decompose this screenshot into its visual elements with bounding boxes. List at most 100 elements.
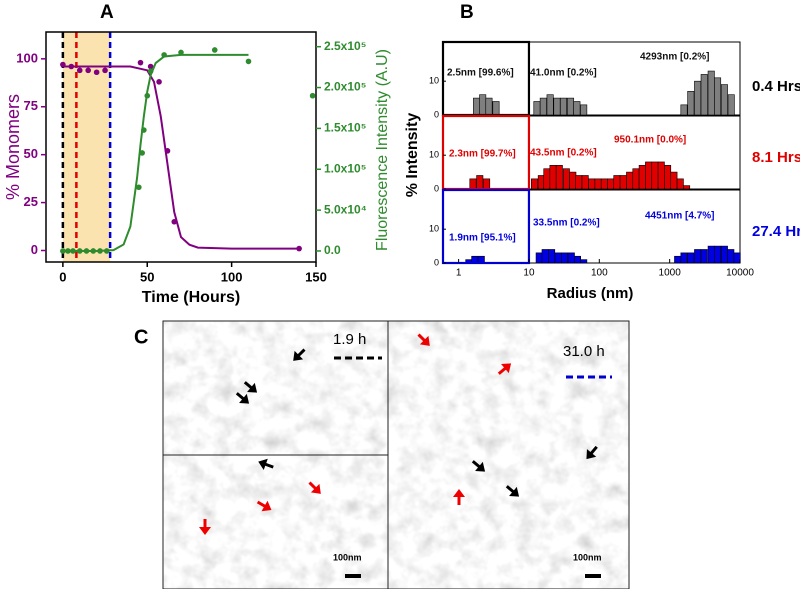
arrow [417,333,430,346]
data-point [144,92,151,99]
y-tick-label: 0 [31,242,38,257]
annotation: 950.1nm [0.0%] [614,135,686,146]
bar [541,249,549,264]
micrograph [163,455,388,589]
plot-frame [45,31,317,263]
arrow [505,485,520,497]
bar [531,178,539,190]
x-axis-label: Radius (nm) [547,285,634,302]
bar [680,252,688,264]
bar [664,165,672,190]
data-point [296,245,302,252]
y2-tick-label: 2.5x10⁵ [324,39,366,53]
data-point [76,248,83,254]
arrow [258,458,274,471]
data-point [60,61,66,68]
arrow-head [261,500,272,512]
y2-tick-label: 2.0x10⁵ [324,80,366,94]
bar [727,94,735,116]
bar [670,171,678,190]
x-tick-label: 100 [591,268,608,279]
bar [567,252,575,264]
bar [600,178,608,190]
x-tick-label: 50 [140,269,154,284]
data-point [83,248,90,254]
bar [492,101,500,116]
annotation: 43.5nm [0.2%] [530,148,597,159]
bar [553,97,561,116]
bar [555,165,563,190]
y-tick-label: 10 [429,76,439,86]
bar [533,101,541,116]
data-point [65,248,71,254]
bar [580,259,588,264]
time-label: 1.9 h [333,331,366,348]
y-tick-label: 25 [24,194,38,209]
data-point [136,184,142,191]
data-point [60,248,66,254]
data-point [97,248,103,254]
panel-time-label: 8.1 Hrs [752,149,800,166]
bar [680,104,688,116]
annotation: 41.0nm [0.2%] [530,68,597,79]
x-tick-label: 0 [59,269,66,284]
bar [580,104,588,116]
data-point [93,69,100,76]
x-tick-label: 10 [523,268,535,279]
y2-tick-label: 1.0x10⁵ [324,161,366,175]
bar [687,91,695,116]
data-point [70,248,76,254]
panel-time-label: 0.4 Hrs [752,78,800,95]
y-tick-label: 0 [434,109,439,119]
y-tick-label: 0 [434,183,439,193]
x-tick-label: 1000 [659,268,682,279]
bar [574,255,581,264]
panel-label: A [100,2,114,23]
arrow-head [310,483,321,494]
arrow-head [419,335,430,346]
arrow-head [475,461,486,472]
plots: 0 50 100 15002550751000.05.0x10⁴1.0x10⁵1.5x… [3,2,800,306]
data-point [85,67,91,74]
bar [626,171,634,190]
arrow [199,519,211,535]
arrow-head [258,458,268,471]
bar [613,175,621,190]
y-axis-label: % Intensity [404,113,421,198]
data-point [309,92,316,99]
bar [594,178,602,190]
bar [733,252,741,264]
data-point [76,67,83,74]
bar [687,252,695,264]
arrow [243,381,258,393]
bar [657,161,665,190]
data-point [139,150,145,156]
arrow [235,392,250,404]
bar [469,178,477,190]
bar [567,97,575,116]
bar [548,249,556,264]
scale-bar [345,574,361,578]
arrow [256,500,272,512]
bar [549,165,557,190]
y2-tick-label: 5.0x10⁴ [324,202,367,216]
bar [676,178,684,190]
bar [535,252,543,264]
data-point [164,148,171,154]
scale-bar [585,574,601,578]
bar [575,175,583,190]
arrow [471,460,486,472]
data-point [147,68,154,75]
arrow [293,348,306,361]
annotation: 2.5nm [99.6%] [447,68,514,79]
bar [727,249,735,264]
y-axis-label: % Monomers [3,94,23,200]
time-label: 31.0 h [563,343,605,360]
bar [546,94,554,116]
bar [581,175,589,190]
y-tick-label: 10 [429,150,439,160]
bar [707,245,715,264]
bar [479,94,487,116]
data-point [178,49,184,56]
